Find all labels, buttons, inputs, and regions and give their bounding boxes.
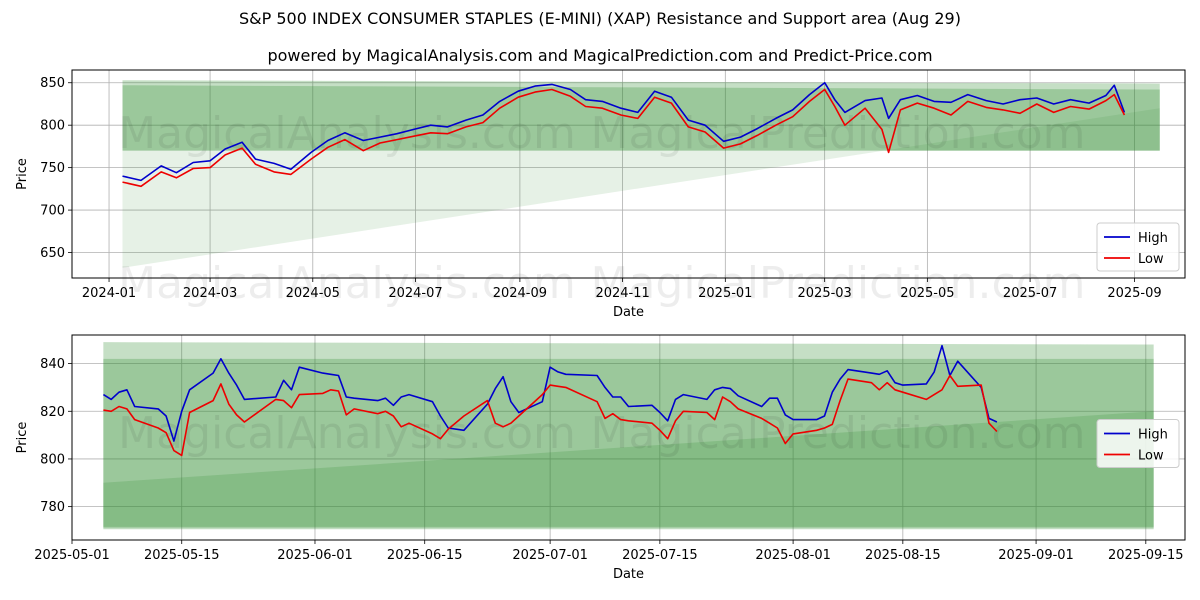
y-tick-label: 840 (40, 357, 65, 372)
series-line-high (102, 344, 998, 442)
x-tick-label: 2025-06-01 (277, 548, 353, 563)
legend-box (1096, 222, 1180, 272)
series-line-low (103, 374, 998, 457)
x-tick-label: 2025-08-15 (865, 548, 941, 563)
x-tick-label: 2025-05-15 (144, 548, 220, 563)
y-tick-label: 800 (40, 452, 65, 467)
x-tick-label: 2024-07 (388, 286, 442, 301)
legend-label-high: High (1138, 428, 1168, 443)
x-tick-label: 2025-08-01 (755, 548, 831, 563)
x-tick-label: 2025-05-01 (34, 548, 110, 563)
series-line-high (122, 81, 1126, 182)
x-tick-label: 2025-01 (698, 286, 752, 301)
y-tick-label: 650 (40, 246, 65, 261)
watermark-text: MagicalPrediction.com (591, 108, 1086, 159)
axes-frame (71, 334, 1186, 541)
y-axis-label: Price (15, 158, 30, 190)
x-tick-label: 2025-07-01 (512, 548, 588, 563)
x-tick-label: 2025-07-15 (622, 548, 698, 563)
x-tick-label: 2024-03 (183, 286, 237, 301)
x-tick-label: 2025-05 (900, 286, 954, 301)
y-tick-label: 750 (40, 161, 65, 176)
band-area (103, 411, 1154, 529)
x-tick-label: 2025-09-15 (1108, 548, 1184, 563)
legend-label-high: High (1138, 231, 1168, 246)
x-axis-label: Date (613, 567, 644, 582)
series-line-low (122, 88, 1126, 188)
axes-frame (71, 69, 1186, 279)
legend-label-low: Low (1138, 449, 1164, 464)
x-tick-label: 2025-07 (1003, 286, 1057, 301)
x-tick-label: 2024-11 (595, 286, 649, 301)
watermark-text: MagicalPrediction.com (591, 258, 1086, 309)
y-tick-label: 700 (40, 204, 65, 219)
y-axis-label: Price (15, 422, 30, 454)
x-axis-label: Date (613, 305, 644, 320)
watermark-text: MagicalAnalysis.com (118, 258, 576, 309)
x-tick-label: 2024-01 (82, 286, 136, 301)
y-tick-label: 850 (40, 76, 65, 91)
x-tick-label: 2024-05 (286, 286, 340, 301)
y-tick-label: 780 (40, 500, 65, 515)
x-tick-label: 2025-09-01 (998, 548, 1074, 563)
y-tick-label: 800 (40, 119, 65, 134)
x-tick-label: 2025-03 (798, 286, 852, 301)
chart-title: S&P 500 INDEX CONSUMER STAPLES (E-MINI) … (239, 9, 961, 28)
chart-subtitle: powered by MagicalAnalysis.com and Magic… (267, 46, 933, 65)
watermark-text: MagicalAnalysis.com (118, 408, 576, 459)
band-area (122, 108, 1160, 268)
x-tick-label: 2025-09 (1107, 286, 1161, 301)
band-area (103, 342, 1154, 530)
y-tick-label: 820 (40, 405, 65, 420)
watermark-text: MagicalPrediction.com (591, 408, 1086, 459)
legend-box (1096, 419, 1180, 468)
x-tick-label: 2024-09 (493, 286, 547, 301)
band-area (103, 358, 1154, 527)
band-area (122, 85, 1160, 151)
x-tick-label: 2025-06-15 (387, 548, 463, 563)
legend-label-low: Low (1138, 252, 1164, 267)
